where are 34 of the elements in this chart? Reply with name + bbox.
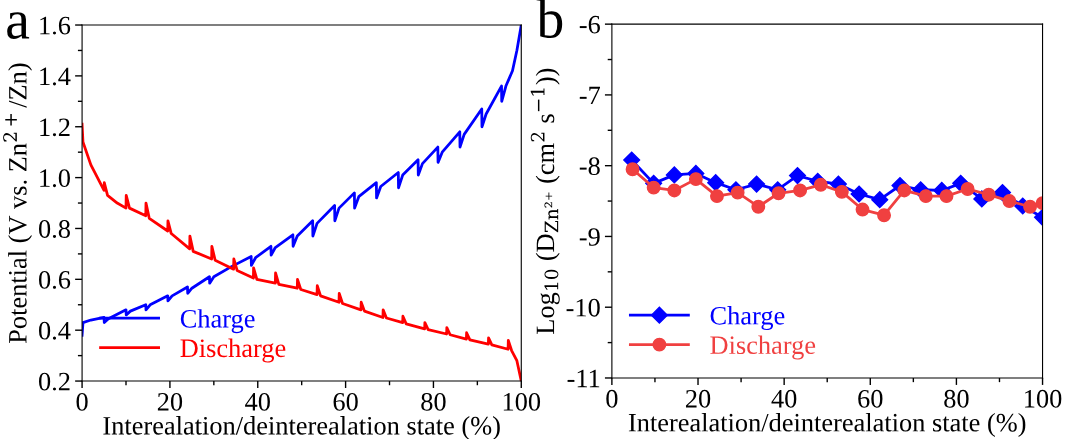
legend-label: Charge	[710, 306, 785, 331]
y-tick-label: 1.0	[40, 169, 70, 188]
y-tick-label: -8	[579, 157, 600, 176]
legend-label: Charge	[180, 309, 255, 334]
x-tick-label: 60	[333, 392, 358, 411]
x-axis-title: Interealation/deinterealation state (%)	[628, 413, 1026, 437]
y-tick-label: -11	[567, 369, 600, 388]
x-tick-label: 20	[157, 392, 183, 411]
y-tick-label: 1.2	[40, 118, 70, 137]
chart-title: a	[7, 12, 30, 39]
x-tick-label: 80	[421, 392, 446, 411]
x-tick-label: 40	[771, 389, 797, 408]
y-tick-label: 0.6	[38, 270, 71, 289]
y-tick-label: -10	[566, 298, 600, 317]
x-tick-label: 100	[1025, 389, 1062, 408]
legend-label: Discharge	[180, 338, 286, 363]
text: Log$_{10}$ (D$_{Zn²⁺}$ (cm$^{2}$ s$^{−1}$))	[530, 68, 560, 334]
x-tick-label: 20	[685, 389, 711, 408]
y-axis-title: Potential (V vs. Zn$^{2+}$/Zn)	[3, 63, 33, 344]
x-tick-label: 100	[503, 392, 541, 411]
x-tick-label: 0	[76, 392, 88, 411]
y-tick-label: -6	[579, 15, 600, 34]
x-tick-label: 40	[245, 392, 270, 411]
y-tick-label: 0.2	[38, 372, 70, 391]
y-tick-label: 0.4	[38, 321, 71, 340]
x-tick-label: 0	[606, 389, 618, 408]
legend-label: Discharge	[710, 335, 816, 360]
x-tick-label: 80	[944, 389, 969, 408]
y-tick-label: -9	[579, 228, 600, 246]
y-tick-label: -7	[579, 86, 601, 105]
x-tick-label: 60	[858, 389, 883, 408]
y-tick-label: 0.8	[38, 220, 70, 238]
y-tick-label: 1.4	[40, 67, 71, 86]
y-tick-label: 1.6	[40, 16, 71, 35]
